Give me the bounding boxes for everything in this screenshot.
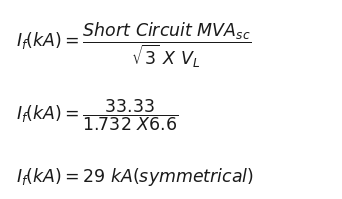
Text: $\mathit{I_f(kA)} = 29\ \mathit{kA(symmetrical)}$: $\mathit{I_f(kA)} = 29\ \mathit{kA(symme… [16, 166, 254, 188]
Text: $\mathit{I_f(kA)} = \dfrac{\mathit{Short\ Circuit\ MVA_{sc}}}{\sqrt{3}\ \mathit{: $\mathit{I_f(kA)} = \dfrac{\mathit{Short… [16, 21, 251, 70]
Text: $\mathit{I_f(kA)} = \dfrac{33.33}{1.732\ \mathit{X}6.6}$: $\mathit{I_f(kA)} = \dfrac{33.33}{1.732\… [16, 97, 179, 133]
